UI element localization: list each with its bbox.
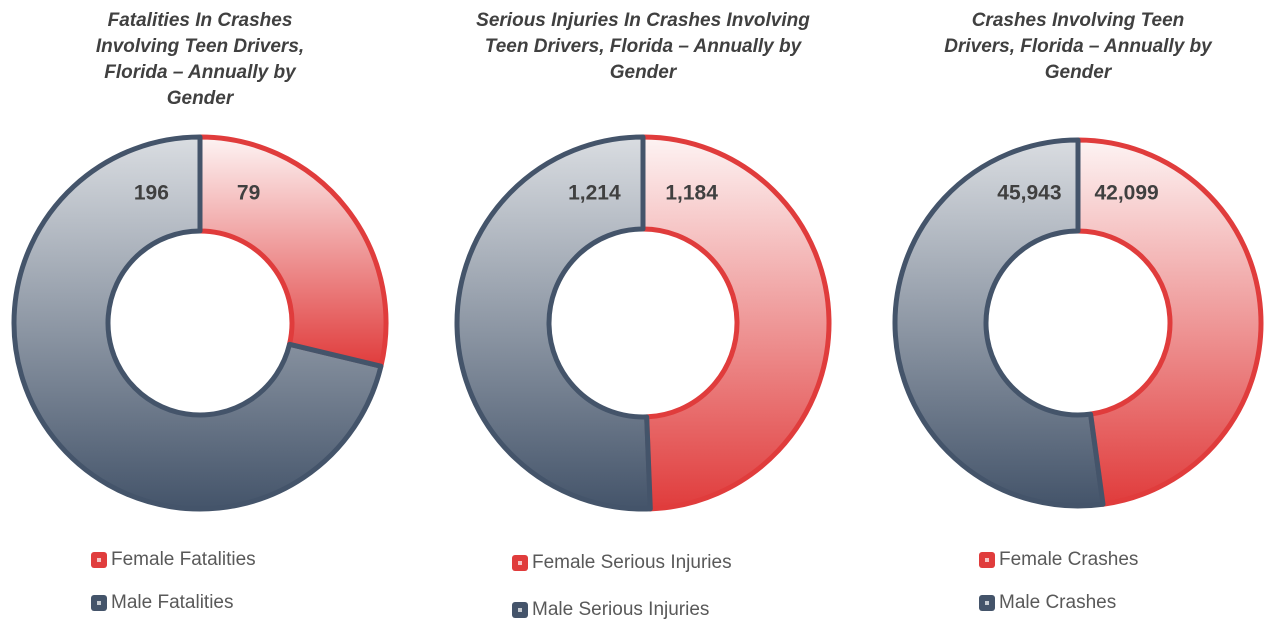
legend-marker-inner bbox=[97, 558, 101, 562]
value-label: 45,943 bbox=[997, 181, 1061, 204]
value-label: 1,184 bbox=[665, 181, 718, 204]
legend-label: Male Serious Injuries bbox=[532, 599, 709, 620]
chart-title: Serious Injuries In Crashes Involving Te… bbox=[476, 10, 810, 83]
legend-marker-inner bbox=[518, 608, 522, 612]
legend-marker-inner bbox=[985, 558, 989, 562]
value-label: 1,214 bbox=[568, 181, 621, 204]
donut-slice bbox=[640, 134, 832, 512]
legend-label: Male Fatalities bbox=[111, 592, 234, 613]
donut-slice bbox=[11, 134, 384, 512]
donut-slice bbox=[1075, 137, 1264, 507]
value-label: 79 bbox=[237, 181, 260, 204]
legend-label: Female Serious Injuries bbox=[532, 552, 732, 573]
donut-slice bbox=[454, 134, 653, 512]
value-label: 42,099 bbox=[1094, 181, 1158, 204]
legend-label: Female Fatalities bbox=[111, 549, 256, 570]
donut-slice bbox=[892, 137, 1106, 509]
legend-label: Female Crashes bbox=[999, 549, 1138, 570]
chart-title: Crashes Involving Teen Drivers, Florida … bbox=[944, 10, 1212, 83]
legend-marker-inner bbox=[97, 601, 101, 605]
legend-marker-inner bbox=[985, 601, 989, 605]
donut-slice bbox=[197, 134, 389, 369]
chart-title: Fatalities In Crashes Involving Teen Dri… bbox=[95, 10, 305, 109]
legend-marker-inner bbox=[518, 561, 522, 565]
value-label: 196 bbox=[134, 181, 169, 204]
legend-label: Male Crashes bbox=[999, 592, 1116, 613]
